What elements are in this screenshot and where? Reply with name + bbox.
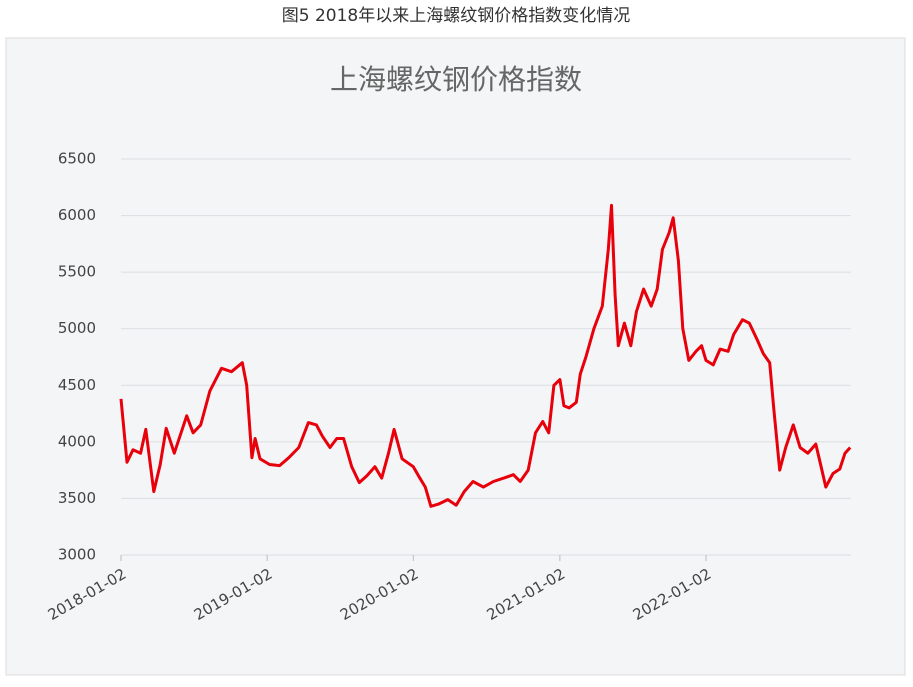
caption: 图5 2018年以来上海螺纹钢价格指数变化情况 [282,6,630,26]
y-tick-label: 5000 [58,319,96,337]
y-tick-label: 4000 [58,432,96,450]
y-tick-label: 6500 [58,150,96,168]
y-tick-label: 5500 [58,263,96,281]
y-tick-label: 3500 [58,489,96,507]
y-tick-label: 4500 [58,376,96,394]
y-tick-label: 6000 [58,206,96,224]
chart-title: 上海螺纹钢价格指数 [330,63,582,96]
y-tick-label: 3000 [58,546,96,564]
data-line [119,203,852,508]
chart-panel [5,37,906,676]
